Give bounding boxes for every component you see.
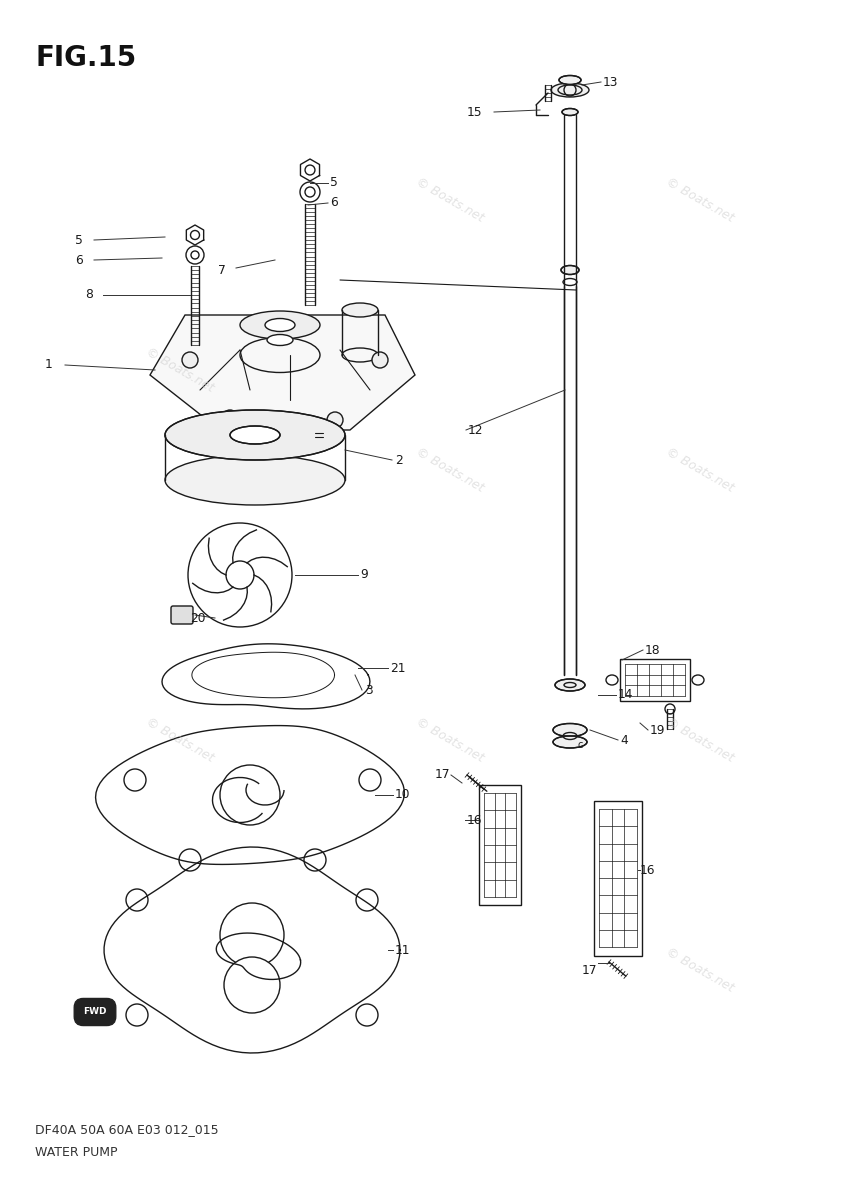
Text: DF40A 50A 60A E03 012_015: DF40A 50A 60A E03 012_015: [35, 1123, 218, 1136]
Circle shape: [356, 1004, 378, 1026]
Text: FWD: FWD: [83, 1008, 107, 1016]
Ellipse shape: [265, 318, 295, 331]
Circle shape: [126, 1004, 148, 1026]
Circle shape: [126, 889, 148, 911]
Ellipse shape: [240, 337, 320, 372]
Text: 1: 1: [45, 359, 52, 372]
Text: 3: 3: [365, 684, 373, 696]
Text: © Boats.net: © Boats.net: [414, 175, 486, 224]
Bar: [594, 802, 642, 956]
Text: © Boats.net: © Boats.net: [414, 445, 486, 494]
Text: 7: 7: [218, 264, 226, 276]
Text: 18: 18: [645, 643, 661, 656]
Ellipse shape: [230, 426, 280, 444]
Circle shape: [304, 850, 326, 871]
Text: 13: 13: [603, 76, 618, 89]
Text: 12: 12: [468, 424, 484, 437]
Text: © Boats.net: © Boats.net: [664, 715, 736, 764]
Text: 16: 16: [467, 814, 482, 827]
Circle shape: [220, 766, 280, 826]
Ellipse shape: [165, 410, 345, 460]
Text: 5: 5: [330, 176, 338, 190]
Circle shape: [224, 958, 280, 1013]
Text: 19: 19: [650, 724, 666, 737]
Ellipse shape: [267, 335, 293, 346]
Text: 14: 14: [618, 689, 634, 702]
Ellipse shape: [561, 265, 579, 275]
Text: FIG.15: FIG.15: [35, 44, 136, 72]
Text: 6: 6: [330, 197, 338, 210]
Ellipse shape: [240, 311, 320, 338]
Circle shape: [372, 352, 388, 368]
Ellipse shape: [551, 83, 589, 97]
Text: 4: 4: [620, 733, 628, 746]
Ellipse shape: [562, 108, 578, 115]
Text: © Boats.net: © Boats.net: [144, 346, 217, 395]
Circle shape: [359, 769, 381, 791]
Circle shape: [356, 889, 378, 911]
Circle shape: [182, 352, 198, 368]
Ellipse shape: [553, 724, 587, 737]
FancyBboxPatch shape: [171, 606, 193, 624]
Text: 16: 16: [640, 864, 656, 876]
Text: © Boats.net: © Boats.net: [664, 946, 736, 995]
Ellipse shape: [342, 302, 378, 317]
Ellipse shape: [553, 736, 587, 748]
Ellipse shape: [555, 679, 585, 691]
Circle shape: [124, 769, 146, 791]
Text: 21: 21: [390, 661, 405, 674]
Ellipse shape: [165, 455, 345, 505]
Text: WATER PUMP: WATER PUMP: [35, 1146, 118, 1159]
Bar: [620, 659, 690, 701]
Bar: [479, 785, 521, 905]
Text: © Boats.net: © Boats.net: [414, 715, 486, 764]
Text: 10: 10: [395, 788, 410, 802]
Text: 15: 15: [467, 106, 482, 119]
Polygon shape: [150, 314, 415, 430]
Circle shape: [327, 412, 343, 428]
Text: © Boats.net: © Boats.net: [664, 175, 736, 224]
Circle shape: [179, 850, 201, 871]
Text: 11: 11: [395, 943, 410, 956]
Circle shape: [220, 902, 284, 967]
Circle shape: [222, 410, 238, 426]
Text: 20: 20: [190, 612, 206, 624]
Ellipse shape: [559, 76, 581, 84]
Text: 17: 17: [582, 964, 597, 977]
Text: 5: 5: [75, 234, 83, 246]
Text: 17: 17: [435, 768, 451, 781]
Text: © Boats.net: © Boats.net: [664, 445, 736, 494]
Text: c: c: [577, 740, 583, 750]
Text: © Boats.net: © Boats.net: [144, 715, 217, 764]
Text: 9: 9: [360, 569, 368, 582]
Text: 8: 8: [85, 288, 93, 301]
Text: 6: 6: [75, 253, 83, 266]
Text: 2: 2: [395, 454, 403, 467]
